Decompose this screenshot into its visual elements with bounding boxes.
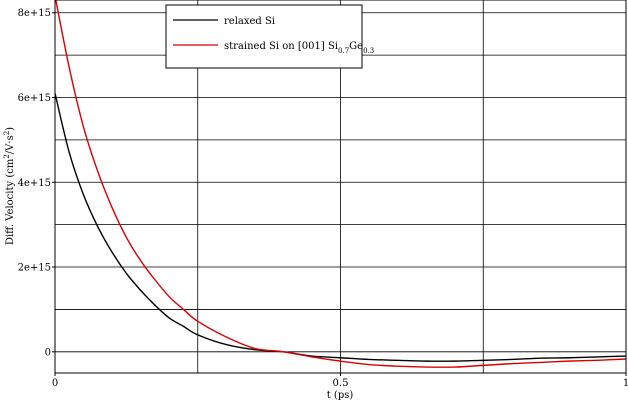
y-tick-label-0: 0 [45, 347, 51, 358]
legend-strained-mid: Ge [349, 41, 363, 52]
series-line-strained-si [55, 0, 626, 368]
grid-lines [55, 0, 626, 373]
x-tick-label-0: 0 [52, 378, 58, 389]
y-axis-label-suffix: ) [5, 127, 16, 131]
legend-strained-prefix: strained Si on [001] Si [224, 41, 338, 52]
x-axis-label: t (ps) [327, 390, 354, 401]
legend-strained-sub1: 0.7 [338, 47, 349, 55]
y-axis-label-sup1: 2 [3, 154, 11, 158]
y-tick-label-1: 2e+15 [18, 263, 51, 274]
tick-labels: 0 2e+15 4e+15 6e+15 8e+15 0 0.5 1 [18, 8, 628, 389]
y-tick-label-3: 6e+15 [18, 93, 51, 104]
y-tick-label-4: 8e+15 [18, 8, 51, 19]
y-tick-label-2: 4e+15 [18, 178, 51, 189]
x-tick-label-1: 0.5 [333, 378, 349, 389]
y-axis-label-mid: /V·s [5, 135, 16, 154]
y-axis-label-prefix: Diff. Velocity (cm [5, 158, 16, 245]
legend-strained-sub2: 0.3 [363, 47, 374, 55]
legend: relaxed Si strained Si on [001] Si0.7Ge0… [165, 4, 374, 69]
y-axis-label-sup2: 2 [3, 131, 11, 135]
legend-label-strained: strained Si on [001] Si0.7Ge0.3 [224, 41, 374, 55]
series-lines [55, 0, 626, 368]
y-axis-label: Diff. Velocity (cm2/V·s2) [3, 127, 16, 245]
legend-label-relaxed: relaxed Si [224, 16, 275, 27]
x-tick-label-2: 1 [623, 378, 628, 389]
legend-box [165, 4, 363, 69]
